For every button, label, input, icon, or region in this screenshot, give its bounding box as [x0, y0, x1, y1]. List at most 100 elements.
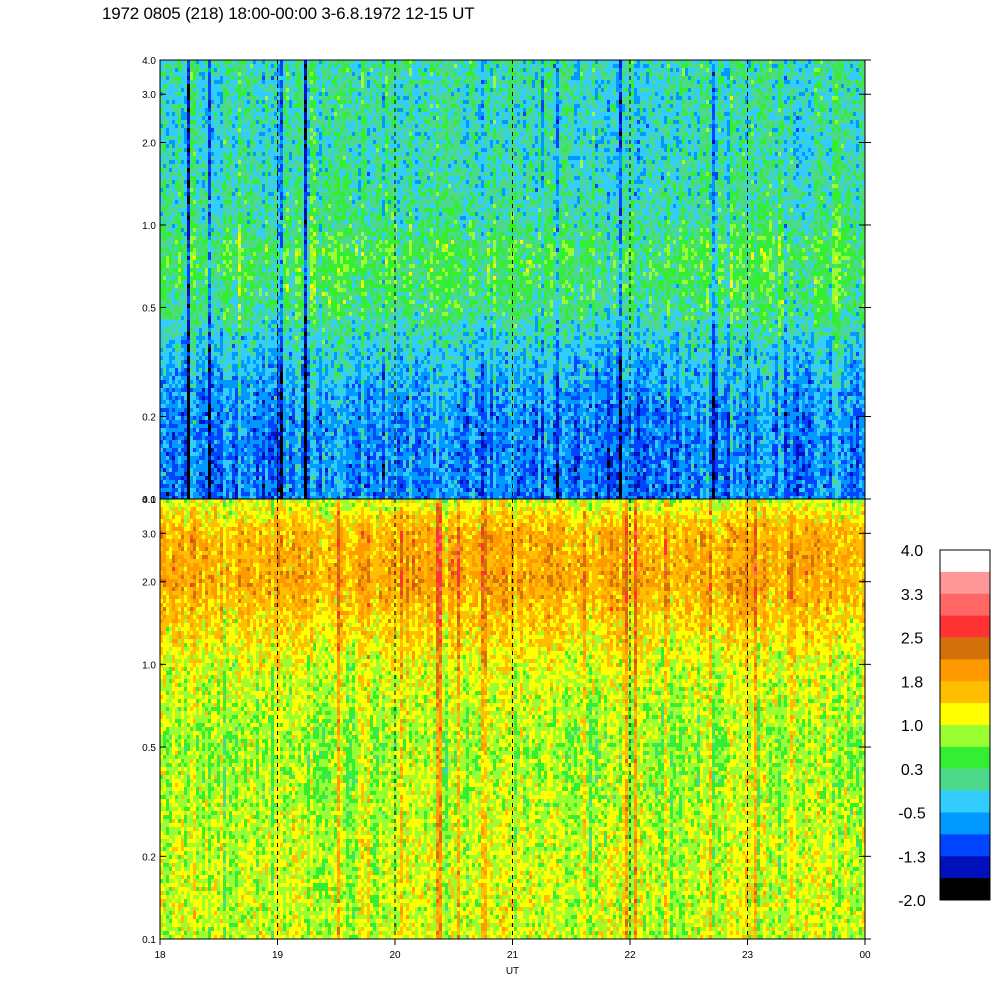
- spectrogram-cell: [832, 136, 839, 141]
- spectrogram-cell: [724, 100, 731, 105]
- spectrogram-cell: [562, 124, 566, 129]
- spectrogram-cell: [622, 76, 626, 81]
- spectrogram-cell: [178, 88, 182, 93]
- spectrogram-cell: [772, 104, 779, 109]
- spectrogram-cell: [337, 140, 362, 145]
- spectrogram-cell: [667, 84, 674, 89]
- spectrogram-cell: [526, 68, 530, 73]
- spectrogram-cell: [610, 104, 617, 109]
- spectrogram-cell: [163, 116, 167, 121]
- spectrogram-cell: [538, 60, 542, 65]
- spectrogram-cell: [382, 64, 386, 69]
- spectrogram-cell: [268, 116, 272, 121]
- spectrogram-cell: [547, 104, 557, 109]
- spectrogram-cell: [466, 108, 473, 113]
- spectrogram-cell: [256, 168, 263, 173]
- spectrogram-cell: [424, 64, 431, 69]
- spectrogram-cell: [856, 172, 863, 177]
- spectrogram-cell: [547, 120, 554, 125]
- spectrogram-cell: [190, 72, 194, 77]
- spectrogram-cell: [424, 148, 437, 153]
- spectrogram-cell: [496, 104, 500, 109]
- spectrogram-cell: [838, 112, 845, 117]
- spectrogram-cell: [772, 88, 779, 93]
- spectrogram-cell: [418, 172, 425, 177]
- spectrogram-cell: [361, 148, 368, 153]
- spectrogram-cell: [745, 120, 752, 125]
- spectrogram-cell: [646, 100, 650, 105]
- spectrogram-cell: [337, 76, 344, 81]
- spectrogram-cell: [613, 76, 617, 81]
- spectrogram-cell: [364, 108, 368, 113]
- spectrogram-cell: [178, 60, 182, 65]
- spectrogram-cell: [433, 64, 437, 69]
- spectrogram-cell: [601, 92, 614, 97]
- spectrogram-cell: [790, 120, 794, 125]
- spectrogram-cell: [193, 60, 197, 65]
- spectrogram-cell: [694, 80, 698, 85]
- spectrogram-cell: [256, 108, 260, 113]
- spectrogram-cell: [646, 120, 653, 125]
- spectrogram-cell: [736, 60, 740, 65]
- spectrogram-cell: [328, 84, 332, 89]
- spectrogram-cell: [322, 112, 332, 117]
- spectrogram-cell: [823, 104, 830, 109]
- spectrogram-cell: [259, 60, 263, 65]
- spectrogram-cell: [811, 60, 815, 65]
- spectrogram-cell: [817, 148, 824, 153]
- spectrogram-cell: [505, 136, 512, 141]
- spectrogram-cell: [355, 112, 359, 117]
- spectrogram-cell: [412, 100, 416, 105]
- spectrogram-cell: [604, 116, 611, 121]
- spectrogram-cell: [520, 84, 524, 89]
- spectrogram-cell: [361, 156, 368, 161]
- spectrogram-cell: [340, 132, 347, 137]
- spectrogram-cell: [802, 108, 806, 113]
- spectrogram-cell: [370, 100, 374, 105]
- spectrogram-cell: [817, 76, 821, 81]
- spectrogram-cell: [439, 112, 443, 117]
- spectrogram-cell: [190, 108, 197, 113]
- spectrogram-cell: [286, 68, 290, 73]
- spectrogram-cell: [586, 84, 590, 89]
- spectrogram-cell: [457, 64, 464, 69]
- spectrogram-cell: [568, 84, 572, 89]
- spectrogram-cell: [454, 72, 458, 77]
- spectrogram-cell: [700, 88, 704, 93]
- spectrogram-cell: [514, 176, 524, 181]
- spectrogram-cell: [646, 116, 650, 121]
- spectrogram-cell: [811, 176, 830, 181]
- spectrogram-cell: [229, 128, 233, 133]
- spectrogram-cell: [181, 112, 188, 117]
- spectrogram-cell: [361, 76, 365, 81]
- spectrogram-cell: [238, 96, 242, 101]
- spectrogram-cell: [811, 72, 815, 77]
- spectrogram-cell: [463, 100, 470, 105]
- spectrogram-cell: [319, 96, 329, 101]
- spectrogram-cell: [670, 160, 680, 165]
- spectrogram-cell: [757, 80, 764, 85]
- spectrogram-cell: [667, 80, 671, 85]
- spectrogram-cell: [184, 68, 188, 73]
- spectrogram-cell: [160, 64, 164, 69]
- spectrogram-cell: [568, 112, 575, 117]
- spectrogram-cell: [595, 84, 599, 89]
- spectrogram-cell: [334, 160, 341, 165]
- spectrogram-cell: [598, 148, 605, 153]
- spectrogram-cell: [670, 116, 674, 121]
- spectrogram-cell: [355, 88, 368, 93]
- spectrogram-cell: [334, 96, 338, 101]
- spectrogram-cell: [622, 132, 635, 137]
- spectrogram-cell: [367, 80, 371, 85]
- spectrogram-cell: [676, 100, 683, 105]
- spectrogram-cell: [184, 128, 188, 133]
- spectrogram-cell: [586, 160, 596, 165]
- spectrogram-cell: [862, 60, 865, 65]
- spectrogram-cell: [502, 120, 509, 125]
- spectrogram-cell: [598, 60, 602, 65]
- spectrogram-cell: [796, 112, 806, 117]
- spectrogram-cell: [370, 88, 377, 93]
- spectrogram-cell: [166, 104, 170, 109]
- spectrogram-cell: [172, 60, 176, 65]
- spectrogram-cell: [484, 116, 488, 121]
